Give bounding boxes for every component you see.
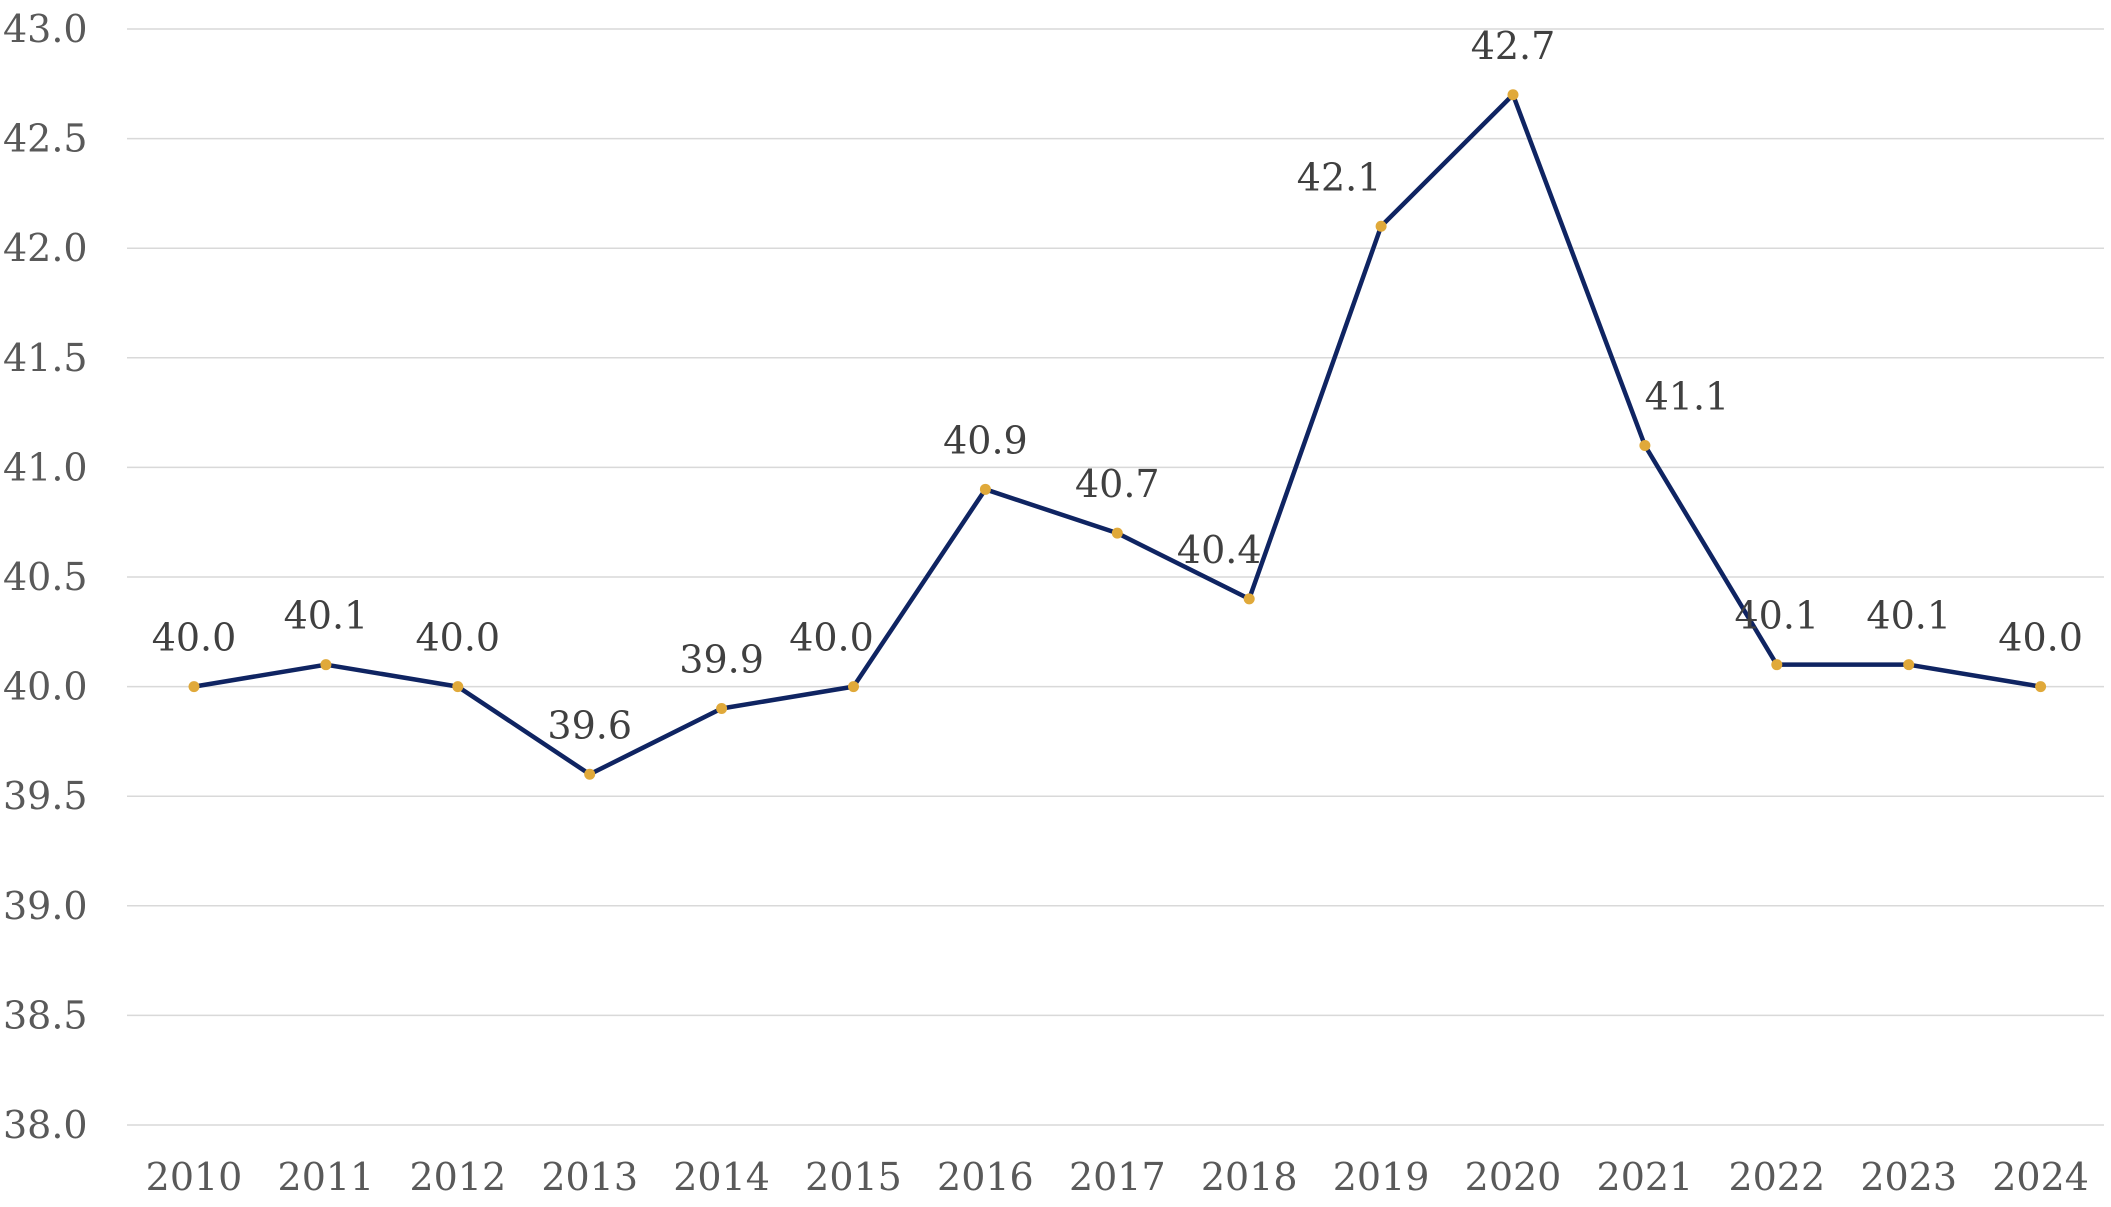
x-tick-label: 2014 [673,1155,770,1199]
series-line [191,92,2043,777]
data-point-marker [979,483,991,495]
data-label: 40.7 [1075,462,1160,506]
y-tick-label: 42.5 [3,117,88,161]
y-tick-label: 40.0 [3,665,88,709]
x-tick-label: 2024 [1992,1155,2089,1199]
y-tick-label: 41.5 [3,336,88,380]
x-tick-label: 2023 [1860,1155,1957,1199]
data-label: 42.1 [1297,155,1382,199]
y-tick-label: 41.0 [3,445,88,489]
gridlines [127,28,2104,1126]
y-tick-label: 39.5 [3,774,88,818]
data-label: 40.0 [789,616,874,660]
data-label: 40.9 [943,418,1028,462]
data-label: 39.9 [679,638,764,682]
x-tick-label: 2011 [278,1155,375,1199]
y-tick-label: 39.0 [3,884,88,928]
data-point-marker [584,768,596,780]
y-tick-label: 38.5 [3,993,88,1037]
data-point-marker [1639,439,1651,451]
y-axis-tick-labels: 38.0 38.5 39.0 39.5 40.0 40.5 41.0 41.5 42.0 42.5… [3,7,88,1147]
x-tick-label: 2017 [1069,1155,1166,1199]
data-point-marker [1111,527,1123,539]
x-tick-label: 2010 [146,1155,243,1199]
y-tick-label: 43.0 [3,7,88,51]
data-label: 40.1 [1734,594,1819,638]
x-tick-label: 2016 [937,1155,1034,1199]
data-label: 39.6 [547,703,632,747]
x-tick-label: 2022 [1728,1155,1825,1199]
x-tick-label: 2012 [409,1155,506,1199]
data-point-marker [1243,593,1255,605]
data-label: 40.1 [1866,594,1951,638]
data-point-marker [1903,659,1915,671]
x-axis-tick-labels: 2010 2011 2012 2013 2014 2015 2016 2017 2018 2019… [146,1155,2089,1199]
data-label: 42.7 [1471,24,1556,68]
x-tick-label: 2021 [1597,1155,1694,1199]
data-point-marker [848,681,859,693]
x-tick-label: 2013 [541,1155,638,1199]
data-label: 40.1 [284,594,369,638]
data-point-marker [320,659,332,671]
data-point-marker [1771,659,1783,671]
x-tick-label: 2018 [1201,1155,1298,1199]
data-point-marker [452,681,464,693]
y-tick-label: 40.5 [3,555,88,599]
data-label: 40.4 [1177,528,1262,572]
series-layer [188,89,2047,780]
data-labels: 40.0 40.1 40.0 39.6 39.9 40.0 40.9 40.7 40.4 42.1… [152,24,2083,748]
x-tick-label: 2019 [1333,1155,1430,1199]
data-point-marker [716,703,728,715]
y-tick-label: 38.0 [3,1103,88,1147]
data-label: 41.1 [1645,374,1730,418]
data-point-marker [2035,681,2047,693]
x-tick-label: 2015 [805,1155,902,1199]
data-point-marker [1507,89,1519,101]
data-label: 40.0 [415,616,500,660]
data-label: 40.0 [152,616,237,660]
data-label: 40.0 [1998,616,2083,660]
data-point-marker [1375,220,1387,232]
x-tick-label: 2020 [1465,1155,1562,1199]
data-point-marker [188,681,200,693]
y-tick-label: 42.0 [3,226,88,270]
